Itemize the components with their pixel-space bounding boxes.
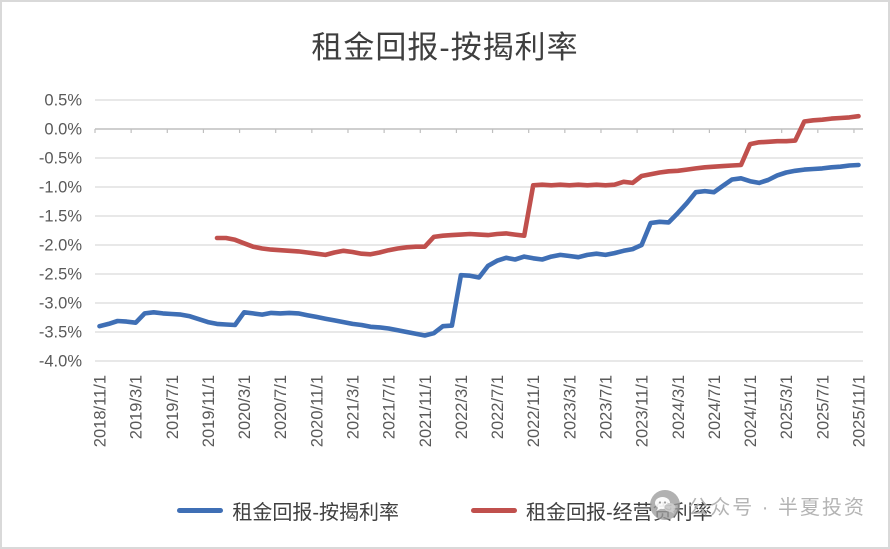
wechat-chat-bubble-icon xyxy=(650,490,681,520)
svg-text:2019/3/1: 2019/3/1 xyxy=(128,375,146,439)
svg-text:0.5%: 0.5% xyxy=(44,92,82,110)
svg-text:2020/7/1: 2020/7/1 xyxy=(272,375,290,439)
x-axis-tick-labels: 2018/11/1 2019/3/1 2019/7/1 2019/11/1 2020/3… xyxy=(92,375,869,447)
legend-line-swatch-blue xyxy=(177,508,224,513)
svg-text:2024/7/1: 2024/7/1 xyxy=(706,375,724,439)
svg-text:-4.0%: -4.0% xyxy=(39,353,82,371)
svg-text:2025/3/1: 2025/3/1 xyxy=(778,375,796,439)
svg-text:-1.0%: -1.0% xyxy=(39,179,82,197)
svg-text:2023/7/1: 2023/7/1 xyxy=(597,375,615,439)
svg-text:2023/3/1: 2023/3/1 xyxy=(561,375,579,439)
series-line-business-loan-rate xyxy=(214,113,861,258)
svg-text:2021/11/1: 2021/11/1 xyxy=(417,375,435,447)
svg-text:2021/3/1: 2021/3/1 xyxy=(345,375,363,439)
series-line-mortgage-rate xyxy=(97,162,861,338)
svg-text:2021/7/1: 2021/7/1 xyxy=(381,375,399,439)
legend-item-mortgage-rate: 租金回报-按揭利率 xyxy=(177,496,399,525)
svg-text:-3.5%: -3.5% xyxy=(39,324,82,342)
svg-text:2019/7/1: 2019/7/1 xyxy=(164,375,182,439)
y-axis-tick-labels: 0.5% 0.0% -0.5% -1.0% -1.5% -2.0% -2.5% -3.0% -3… xyxy=(39,92,82,371)
svg-text:2020/11/1: 2020/11/1 xyxy=(308,375,326,447)
svg-text:-0.5%: -0.5% xyxy=(39,150,82,168)
svg-text:2020/3/1: 2020/3/1 xyxy=(236,375,254,439)
svg-text:-3.0%: -3.0% xyxy=(39,295,82,313)
svg-text:2018/11/1: 2018/11/1 xyxy=(92,375,110,447)
svg-text:2019/11/1: 2019/11/1 xyxy=(200,375,218,447)
chart-title: 租金回报-按揭利率 xyxy=(311,30,579,65)
svg-text:2023/11/1: 2023/11/1 xyxy=(634,375,652,447)
svg-text:-1.5%: -1.5% xyxy=(39,208,82,226)
watermark-text: 公众号 · 半夏投资 xyxy=(688,496,866,519)
svg-text:0.0%: 0.0% xyxy=(44,121,82,139)
legend-line-swatch-red xyxy=(471,508,517,513)
svg-text:-2.5%: -2.5% xyxy=(39,266,82,284)
svg-text:-2.0%: -2.0% xyxy=(39,237,82,255)
gridlines xyxy=(95,99,863,362)
svg-text:2025/11/1: 2025/11/1 xyxy=(850,375,868,447)
svg-text:2022/11/1: 2022/11/1 xyxy=(525,375,543,447)
svg-text:2025/7/1: 2025/7/1 xyxy=(814,375,832,439)
svg-text:2024/3/1: 2024/3/1 xyxy=(670,375,688,439)
watermark: 公众号 · 半夏投资 xyxy=(649,489,866,521)
svg-text:2022/7/1: 2022/7/1 xyxy=(489,375,507,439)
svg-text:2024/11/1: 2024/11/1 xyxy=(742,375,760,447)
svg-text:2022/3/1: 2022/3/1 xyxy=(453,375,471,439)
legend-label: 租金回报-按揭利率 xyxy=(232,502,399,524)
axis-tick-marks xyxy=(94,129,855,133)
